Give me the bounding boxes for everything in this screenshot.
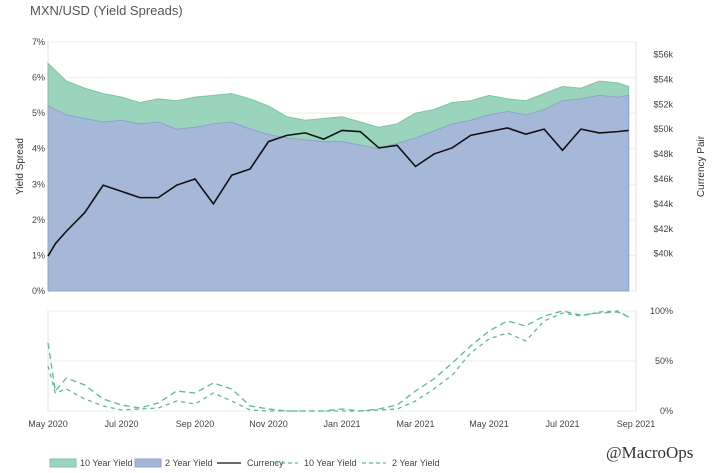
y-tick-label: 7% bbox=[32, 37, 45, 47]
x-tick-label: Jan 2021 bbox=[323, 419, 360, 429]
y2-tick-label: $44k bbox=[653, 199, 673, 209]
watermark: @MacroOps bbox=[606, 443, 694, 462]
legend-currency-label: Currency bbox=[247, 458, 284, 468]
legend-10-year-yield-area-swatch bbox=[49, 458, 77, 468]
legend-2-year-yield-area-swatch bbox=[134, 458, 162, 468]
y-tick-label: 1% bbox=[32, 250, 45, 260]
legend-10-year-yield-area-label: 10 Year Yield bbox=[80, 458, 133, 468]
x-tick-label: May 2020 bbox=[28, 419, 68, 429]
y-tick-label: 5% bbox=[32, 108, 45, 118]
x-tick-label: Mar 2021 bbox=[396, 419, 434, 429]
y2-tick-label: $48k bbox=[653, 149, 673, 159]
y2-tick-label: $56k bbox=[653, 49, 673, 59]
y-tick-label: 0% bbox=[32, 286, 45, 296]
y-tick-label: 4% bbox=[32, 144, 45, 154]
x-tick-label: Jul 2021 bbox=[545, 419, 579, 429]
legend-2-year-yield-line-label: 2 Year Yield bbox=[392, 458, 440, 468]
y2-tick-label: $42k bbox=[653, 224, 673, 234]
line-10-year-yield-bottom bbox=[47, 310, 629, 412]
y-axis-label: Yield Spread bbox=[15, 138, 26, 195]
chart-title: MXN/USD (Yield Spreads) bbox=[30, 3, 183, 18]
y2-tick-label: $54k bbox=[653, 74, 673, 84]
y2-tick-label: $46k bbox=[653, 174, 673, 184]
x-tick-label: Sep 2021 bbox=[617, 419, 656, 429]
y-tick-label-bottom: 50% bbox=[655, 356, 673, 366]
area-2-year-yield bbox=[47, 94, 630, 292]
legend-10-year-yield-line-label: 10 Year Yield bbox=[304, 458, 357, 468]
x-tick-label: May 2021 bbox=[469, 419, 509, 429]
x-tick-label: Sep 2020 bbox=[176, 419, 215, 429]
y2-axis-label: Currency Pair bbox=[696, 135, 707, 197]
y2-tick-label: $52k bbox=[653, 99, 673, 109]
line-2-year-yield-bottom bbox=[47, 310, 629, 412]
y2-tick-label: $50k bbox=[653, 124, 673, 134]
y-tick-label: 2% bbox=[32, 215, 45, 225]
y2-tick-label: $40k bbox=[653, 249, 673, 259]
y-tick-label-bottom: 100% bbox=[650, 306, 673, 316]
y-tick-label: 6% bbox=[32, 73, 45, 83]
x-tick-label: Nov 2020 bbox=[249, 419, 288, 429]
y-tick-label: 3% bbox=[32, 179, 45, 189]
legend-2-year-yield-area-label: 2 Year Yield bbox=[165, 458, 213, 468]
y-tick-label-bottom: 0% bbox=[660, 406, 673, 416]
line-currency bbox=[47, 127, 629, 257]
x-tick-label: Jul 2020 bbox=[104, 419, 138, 429]
